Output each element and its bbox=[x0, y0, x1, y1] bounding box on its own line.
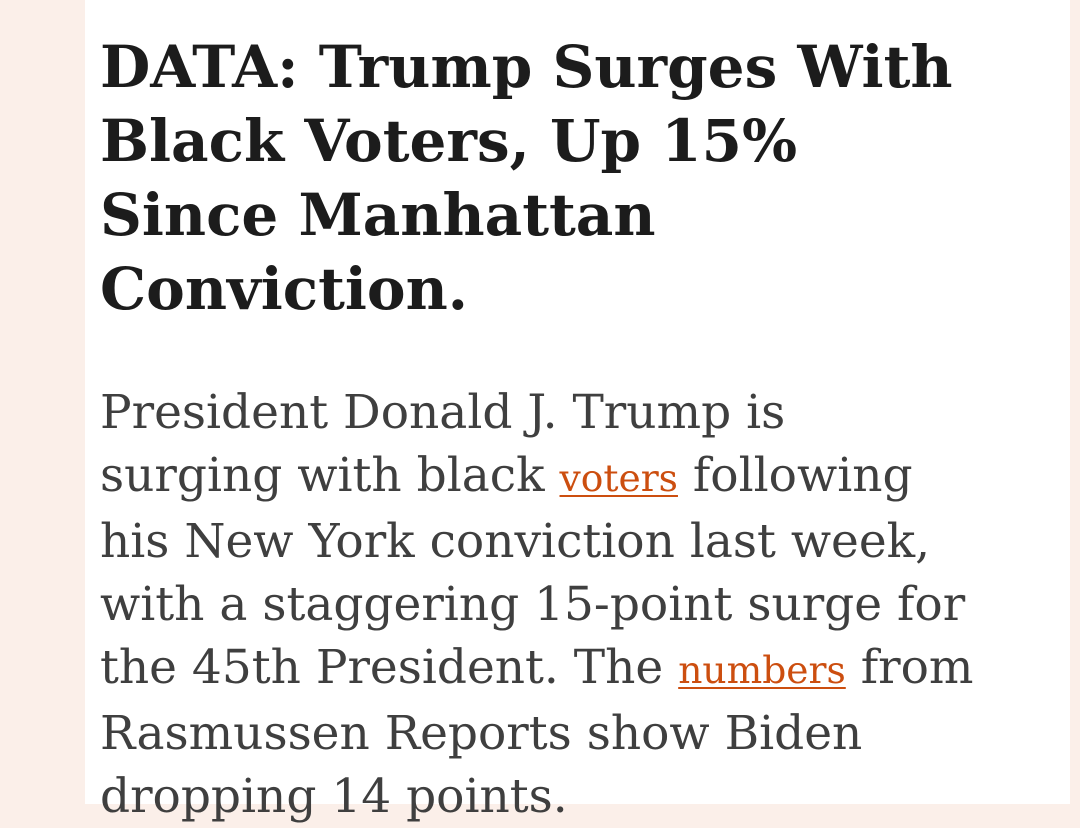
paragraph-text-segment: following his New York conviction last w… bbox=[100, 448, 966, 695]
article-card: DATA: Trump Surges With Black Voters, Up… bbox=[85, 0, 1070, 824]
article-body-paragraph: President Donald J. Trump is surging wit… bbox=[100, 381, 980, 828]
numbers-link[interactable]: numbers bbox=[678, 648, 846, 692]
article-headline: DATA: Trump Surges With Black Voters, Up… bbox=[100, 33, 953, 323]
voters-link[interactable]: voters bbox=[559, 456, 678, 500]
paragraph-text-segment: President Donald J. Trump is surging wit… bbox=[100, 385, 786, 503]
